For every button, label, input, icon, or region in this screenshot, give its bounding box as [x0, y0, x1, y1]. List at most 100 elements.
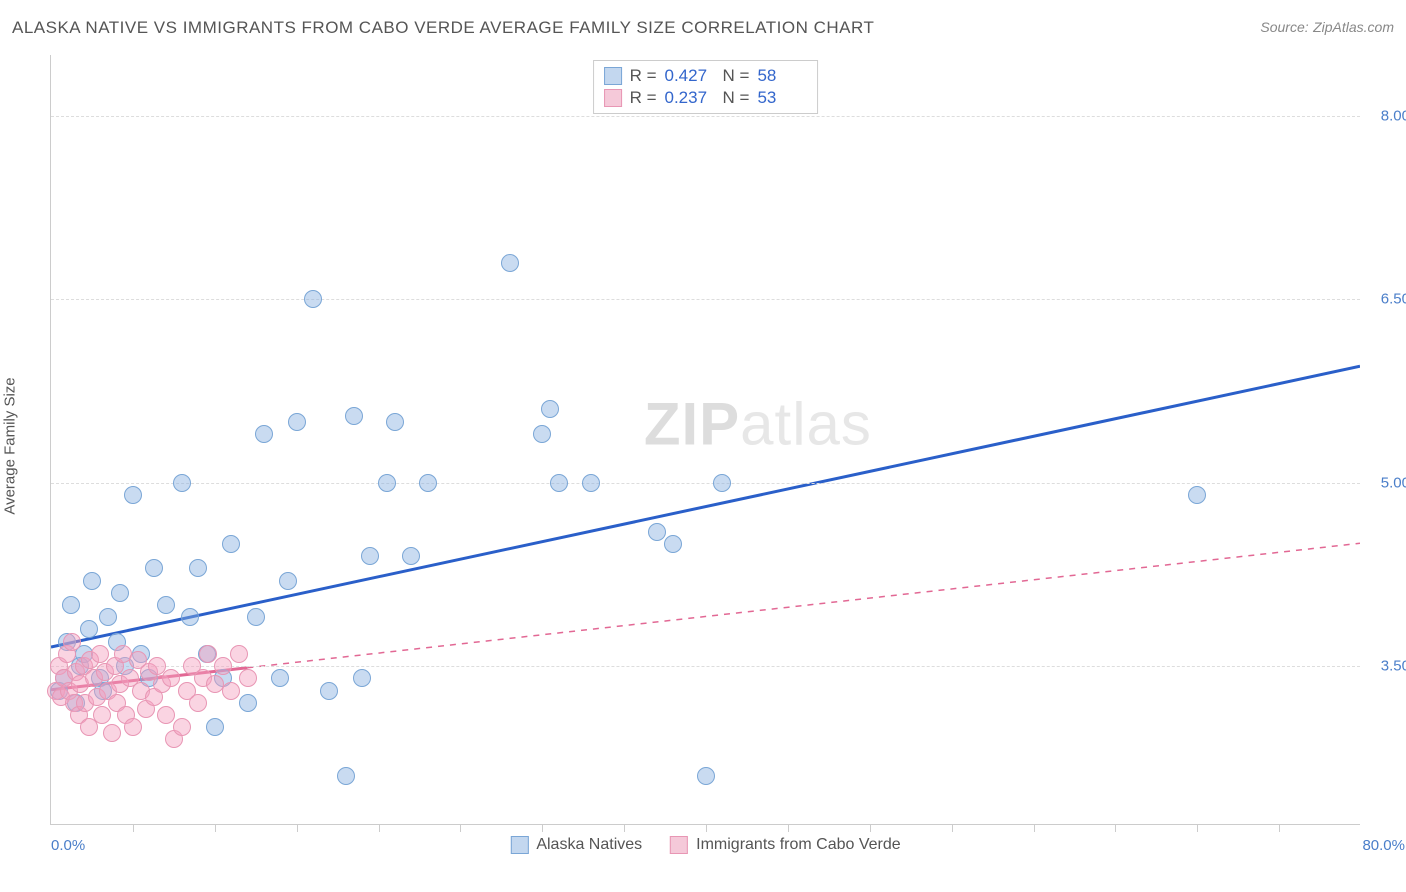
watermark-rest: atlas — [740, 391, 872, 458]
x-tick — [133, 824, 134, 832]
scatter-point — [214, 657, 232, 675]
scatter-point — [145, 559, 163, 577]
y-tick-label: 3.50 — [1365, 658, 1406, 675]
scatter-point — [271, 669, 289, 687]
scatter-point — [247, 608, 265, 626]
gridline — [51, 116, 1360, 117]
x-tick — [460, 824, 461, 832]
x-tick — [379, 824, 380, 832]
x-tick — [706, 824, 707, 832]
scatter-point — [222, 535, 240, 553]
scatter-point — [419, 474, 437, 492]
scatter-point — [697, 767, 715, 785]
scatter-point — [1188, 486, 1206, 504]
chart-title: ALASKA NATIVE VS IMMIGRANTS FROM CABO VE… — [12, 18, 874, 38]
scatter-point — [173, 718, 191, 736]
r-label-0: R = — [630, 66, 657, 86]
x-tick — [1197, 824, 1198, 832]
scatter-point — [62, 596, 80, 614]
bottom-legend: Alaska Natives Immigrants from Cabo Verd… — [510, 836, 900, 854]
scatter-point — [533, 425, 551, 443]
scatter-point — [173, 474, 191, 492]
r-value-0: 0.427 — [665, 66, 715, 86]
n-label-1: N = — [723, 88, 750, 108]
n-value-1: 53 — [757, 88, 807, 108]
scatter-point — [63, 633, 81, 651]
stats-row-0: R = 0.427 N = 58 — [604, 65, 808, 87]
scatter-point — [353, 669, 371, 687]
scatter-point — [279, 572, 297, 590]
source-name: ZipAtlas.com — [1313, 19, 1394, 35]
scatter-point — [386, 413, 404, 431]
scatter-point — [124, 718, 142, 736]
scatter-point — [304, 290, 322, 308]
scatter-point — [189, 559, 207, 577]
scatter-point — [157, 596, 175, 614]
scatter-point — [189, 694, 207, 712]
n-value-0: 58 — [757, 66, 807, 86]
scatter-point — [103, 724, 121, 742]
scatter-point — [550, 474, 568, 492]
y-tick-label: 6.50 — [1365, 291, 1406, 308]
scatter-point — [582, 474, 600, 492]
x-tick — [870, 824, 871, 832]
y-tick-label: 5.00 — [1365, 474, 1406, 491]
x-tick — [1279, 824, 1280, 832]
legend-label-1: Immigrants from Cabo Verde — [696, 836, 901, 854]
scatter-point — [541, 400, 559, 418]
scatter-point — [99, 608, 117, 626]
x-tick — [1115, 824, 1116, 832]
r-label-1: R = — [630, 88, 657, 108]
x-tick — [297, 824, 298, 832]
scatter-point — [378, 474, 396, 492]
watermark: ZIPatlas — [644, 390, 872, 459]
legend-swatch-1 — [670, 836, 688, 854]
scatter-point — [501, 254, 519, 272]
x-axis-max-label: 80.0% — [1362, 837, 1405, 854]
gridline — [51, 666, 1360, 667]
scatter-point — [239, 669, 257, 687]
legend-swatch-0 — [510, 836, 528, 854]
scatter-point — [713, 474, 731, 492]
y-axis-title: Average Family Size — [2, 377, 19, 514]
scatter-point — [288, 413, 306, 431]
gridline — [51, 299, 1360, 300]
y-tick-label: 8.00 — [1365, 108, 1406, 125]
scatter-point — [111, 584, 129, 602]
x-tick — [1034, 824, 1035, 832]
scatter-point — [337, 767, 355, 785]
r-value-1: 0.237 — [665, 88, 715, 108]
x-tick — [624, 824, 625, 832]
x-tick — [788, 824, 789, 832]
swatch-series-1 — [604, 89, 622, 107]
scatter-point — [320, 682, 338, 700]
scatter-point — [181, 608, 199, 626]
legend-label-0: Alaska Natives — [536, 836, 642, 854]
title-bar: ALASKA NATIVE VS IMMIGRANTS FROM CABO VE… — [12, 18, 1394, 38]
scatter-point — [361, 547, 379, 565]
source-label: Source: — [1260, 19, 1308, 35]
source-attribution: Source: ZipAtlas.com — [1260, 19, 1394, 37]
scatter-point — [648, 523, 666, 541]
stats-box: R = 0.427 N = 58 R = 0.237 N = 53 — [593, 60, 819, 114]
legend-item-1: Immigrants from Cabo Verde — [670, 836, 901, 854]
x-tick — [215, 824, 216, 832]
scatter-point — [664, 535, 682, 553]
scatter-point — [157, 706, 175, 724]
gridline — [51, 483, 1360, 484]
watermark-bold: ZIP — [644, 391, 740, 458]
scatter-point — [206, 718, 224, 736]
stats-row-1: R = 0.237 N = 53 — [604, 87, 808, 109]
scatter-point — [80, 620, 98, 638]
scatter-point — [345, 407, 363, 425]
scatter-chart: ZIPatlas R = 0.427 N = 58 R = 0.237 N = … — [50, 55, 1360, 825]
x-tick — [952, 824, 953, 832]
legend-item-0: Alaska Natives — [510, 836, 642, 854]
scatter-point — [124, 486, 142, 504]
n-label-0: N = — [723, 66, 750, 86]
x-axis-min-label: 0.0% — [51, 837, 85, 854]
scatter-point — [230, 645, 248, 663]
x-tick — [542, 824, 543, 832]
scatter-point — [206, 675, 224, 693]
scatter-point — [239, 694, 257, 712]
